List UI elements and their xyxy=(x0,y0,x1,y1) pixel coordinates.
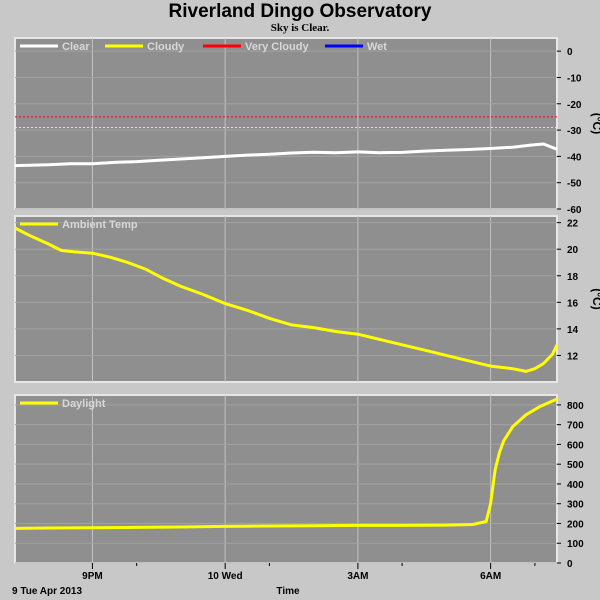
y-tick-label: 14 xyxy=(567,325,579,336)
legend-label: Cloudy xyxy=(147,41,185,53)
date-label: 9 Tue Apr 2013 xyxy=(12,586,82,597)
y-unit-label: (°C) xyxy=(590,288,600,309)
y-tick-label: 16 xyxy=(567,298,579,309)
legend-label: Very Cloudy xyxy=(245,41,309,53)
x-tick-label: 10 Wed xyxy=(208,571,243,582)
y-tick-label: -60 xyxy=(567,205,582,216)
y-tick-label: -40 xyxy=(567,152,582,163)
x-tick-label: 6AM xyxy=(480,571,501,582)
panel-ambient: 22 20 18 16 14 12 Ambient Temp (°C) xyxy=(14,215,600,383)
x-tick-label: 3AM xyxy=(347,571,368,582)
y-tick-label: 300 xyxy=(567,500,584,511)
y-tick-label: -50 xyxy=(567,179,582,190)
legend-label: Wet xyxy=(367,41,387,53)
series-line-ambient-temp xyxy=(14,226,559,373)
y-tick-label: 800 xyxy=(567,401,584,412)
y-tick-label: -20 xyxy=(567,100,582,111)
y-tick-label: 0 xyxy=(567,47,573,58)
legend-label: Daylight xyxy=(62,398,106,410)
x-tick-label: 9PM xyxy=(82,571,103,582)
y-unit-label: (°C) xyxy=(590,113,600,134)
y-tick-label: 22 xyxy=(567,219,579,230)
y-tick-label: 20 xyxy=(567,245,579,256)
panel-background xyxy=(14,215,558,383)
y-tick-label: 200 xyxy=(567,519,584,530)
legend-label: Ambient Temp xyxy=(62,219,138,231)
time-axis: 9 Tue Apr 2013 Time 9PM 10 Wed 3AM 6AM xyxy=(12,563,536,597)
y-tick-label: 700 xyxy=(567,421,584,432)
y-tick-label: 18 xyxy=(567,272,579,283)
panel-background xyxy=(14,394,558,564)
y-tick-label: -10 xyxy=(567,73,582,84)
y-tick-label: 12 xyxy=(567,351,579,362)
series-line-daylight xyxy=(14,397,558,530)
sky-status-subtitle: Sky is Clear. xyxy=(270,22,330,34)
page-title: Riverland Dingo Observatory xyxy=(168,1,432,22)
series-line-clear xyxy=(14,142,558,168)
y-tick-label: 400 xyxy=(567,480,584,491)
panel-daylight: 800 700 600 500 400 300 200 100 0 Daylight xyxy=(14,394,584,570)
y-tick-label: 500 xyxy=(567,460,584,471)
panel-background xyxy=(14,37,558,210)
y-tick-label: -30 xyxy=(567,126,582,137)
panel-sky: 0 -10 -20 -30 -40 -50 -60 Clear Cloudy Very Cloud… xyxy=(14,37,600,216)
time-axis-label: Time xyxy=(276,586,300,597)
y-tick-label: 600 xyxy=(567,440,584,451)
y-tick-label: 100 xyxy=(567,539,584,550)
panels-layer: 0 -10 -20 -30 -40 -50 -60 Clear Cloudy Very Cloud… xyxy=(14,37,600,570)
y-tick-label: 0 xyxy=(567,559,573,570)
legend-label: Clear xyxy=(62,41,90,53)
